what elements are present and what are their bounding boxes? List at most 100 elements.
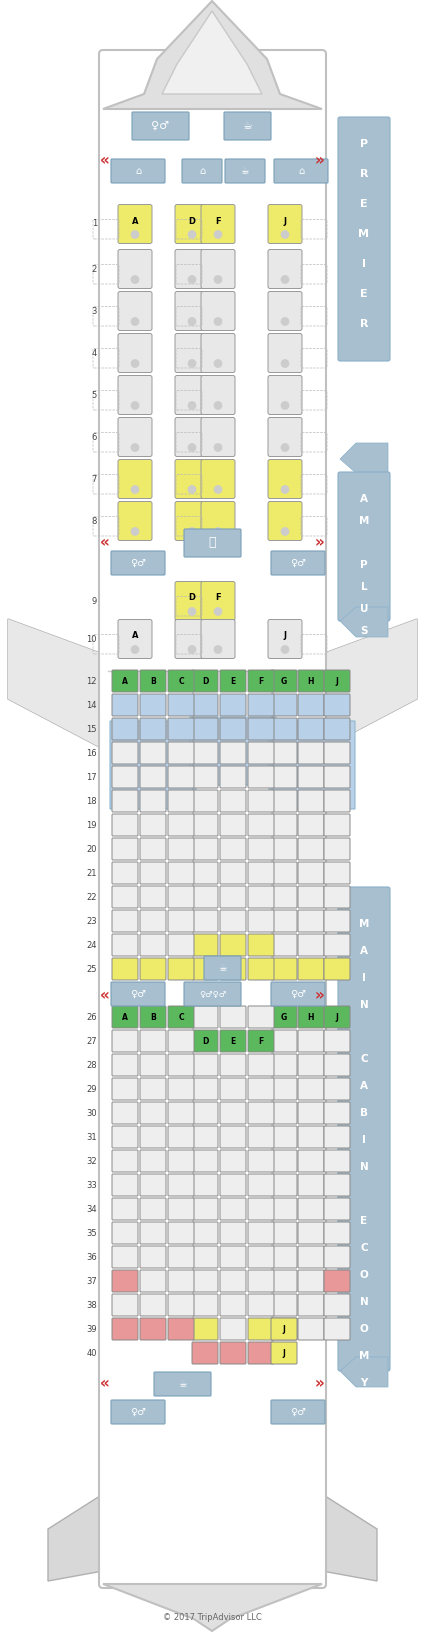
Text: 26: 26 xyxy=(86,1013,97,1021)
FancyBboxPatch shape xyxy=(298,1029,324,1052)
FancyBboxPatch shape xyxy=(271,765,297,788)
FancyBboxPatch shape xyxy=(298,1078,324,1100)
FancyBboxPatch shape xyxy=(271,910,297,933)
FancyBboxPatch shape xyxy=(248,1029,274,1052)
FancyBboxPatch shape xyxy=(168,1078,194,1100)
FancyBboxPatch shape xyxy=(140,718,166,739)
FancyBboxPatch shape xyxy=(298,1054,324,1075)
FancyBboxPatch shape xyxy=(298,670,324,692)
Circle shape xyxy=(131,646,139,654)
FancyBboxPatch shape xyxy=(112,1054,138,1075)
FancyBboxPatch shape xyxy=(248,1198,274,1219)
FancyBboxPatch shape xyxy=(248,1223,274,1244)
FancyBboxPatch shape xyxy=(268,459,302,498)
FancyBboxPatch shape xyxy=(140,838,166,860)
FancyBboxPatch shape xyxy=(248,693,274,716)
FancyBboxPatch shape xyxy=(271,1151,297,1172)
FancyBboxPatch shape xyxy=(338,887,390,1370)
Text: ☕: ☕ xyxy=(218,964,227,974)
FancyBboxPatch shape xyxy=(192,1223,218,1244)
Text: 3: 3 xyxy=(92,306,97,315)
Text: »: » xyxy=(315,988,325,1003)
Text: ♀♂: ♀♂ xyxy=(130,988,146,1000)
Text: 37: 37 xyxy=(86,1277,97,1285)
Text: E: E xyxy=(230,1036,235,1046)
FancyBboxPatch shape xyxy=(168,765,194,788)
Circle shape xyxy=(131,402,139,410)
FancyBboxPatch shape xyxy=(271,1318,297,1341)
Text: 14: 14 xyxy=(87,700,97,710)
Text: A: A xyxy=(360,493,368,505)
FancyBboxPatch shape xyxy=(112,1006,138,1028)
FancyBboxPatch shape xyxy=(298,1151,324,1172)
FancyBboxPatch shape xyxy=(184,529,241,557)
FancyBboxPatch shape xyxy=(220,1174,246,1196)
Text: ♀♂: ♀♂ xyxy=(151,121,170,131)
FancyBboxPatch shape xyxy=(248,1126,274,1147)
Text: 16: 16 xyxy=(86,749,97,757)
FancyBboxPatch shape xyxy=(175,292,209,331)
FancyBboxPatch shape xyxy=(192,718,218,739)
FancyBboxPatch shape xyxy=(192,815,218,836)
Circle shape xyxy=(188,608,196,616)
FancyBboxPatch shape xyxy=(298,959,324,980)
FancyBboxPatch shape xyxy=(271,934,297,956)
Polygon shape xyxy=(8,620,103,749)
FancyBboxPatch shape xyxy=(175,582,209,621)
FancyBboxPatch shape xyxy=(140,887,166,908)
Text: N: N xyxy=(360,1296,368,1306)
Text: ☕: ☕ xyxy=(243,121,252,131)
FancyBboxPatch shape xyxy=(324,1270,350,1292)
FancyBboxPatch shape xyxy=(271,1246,297,1269)
FancyBboxPatch shape xyxy=(112,838,138,860)
FancyBboxPatch shape xyxy=(298,838,324,860)
FancyBboxPatch shape xyxy=(298,1006,324,1028)
Text: F: F xyxy=(215,593,221,603)
Text: M: M xyxy=(359,919,369,929)
Text: A: A xyxy=(132,631,138,641)
FancyBboxPatch shape xyxy=(298,1223,324,1244)
FancyBboxPatch shape xyxy=(298,815,324,836)
FancyBboxPatch shape xyxy=(248,1342,274,1364)
FancyBboxPatch shape xyxy=(298,1101,324,1124)
FancyBboxPatch shape xyxy=(204,956,241,980)
FancyBboxPatch shape xyxy=(268,249,302,288)
FancyBboxPatch shape xyxy=(192,934,218,956)
FancyBboxPatch shape xyxy=(192,1342,218,1364)
FancyBboxPatch shape xyxy=(220,1318,246,1341)
Text: ♀♂: ♀♂ xyxy=(290,557,306,569)
FancyBboxPatch shape xyxy=(271,1078,297,1100)
FancyBboxPatch shape xyxy=(99,51,326,1588)
FancyBboxPatch shape xyxy=(324,1126,350,1147)
FancyBboxPatch shape xyxy=(168,718,194,739)
Polygon shape xyxy=(322,1495,377,1582)
FancyBboxPatch shape xyxy=(220,1270,246,1292)
Text: ♀♂: ♀♂ xyxy=(290,988,306,1000)
Circle shape xyxy=(214,528,222,536)
FancyBboxPatch shape xyxy=(248,1174,274,1196)
Text: 39: 39 xyxy=(86,1324,97,1334)
FancyBboxPatch shape xyxy=(298,910,324,933)
Text: 1: 1 xyxy=(92,220,97,228)
FancyBboxPatch shape xyxy=(118,620,152,659)
FancyBboxPatch shape xyxy=(271,1029,297,1052)
Text: E: E xyxy=(360,288,368,298)
Text: 🍸: 🍸 xyxy=(209,536,216,549)
FancyBboxPatch shape xyxy=(168,1198,194,1219)
Text: 17: 17 xyxy=(86,772,97,782)
FancyBboxPatch shape xyxy=(248,1078,274,1100)
FancyBboxPatch shape xyxy=(175,502,209,541)
FancyBboxPatch shape xyxy=(220,1151,246,1172)
FancyBboxPatch shape xyxy=(220,1295,246,1316)
FancyBboxPatch shape xyxy=(298,718,324,739)
FancyBboxPatch shape xyxy=(248,718,274,739)
FancyBboxPatch shape xyxy=(324,838,350,860)
Text: 35: 35 xyxy=(86,1229,97,1237)
FancyBboxPatch shape xyxy=(192,790,218,811)
FancyBboxPatch shape xyxy=(112,1295,138,1316)
Text: P: P xyxy=(360,139,368,149)
FancyBboxPatch shape xyxy=(140,1223,166,1244)
FancyBboxPatch shape xyxy=(201,249,235,288)
Circle shape xyxy=(214,231,222,239)
FancyBboxPatch shape xyxy=(324,670,350,692)
